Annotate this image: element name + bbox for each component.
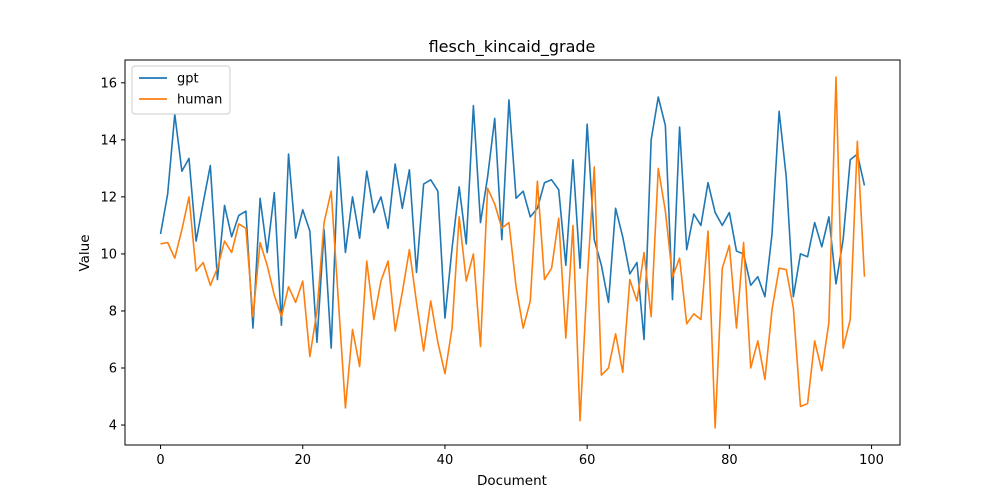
x-tick-label: 40 <box>437 453 454 468</box>
series-line-human <box>160 76 866 429</box>
x-tick-label: 60 <box>579 453 596 468</box>
y-tick-label: 16 <box>100 76 117 91</box>
chart-title: flesch_kincaid_grade <box>429 37 596 57</box>
plot-frame <box>124 59 901 446</box>
x-axis: 0 20 40 60 80 100 <box>156 445 884 468</box>
y-axis: 4 6 8 10 12 14 16 <box>100 76 125 434</box>
y-tick-label: 8 <box>109 304 117 319</box>
y-tick-label: 4 <box>109 419 117 434</box>
y-tick-label: 10 <box>100 247 117 262</box>
y-tick-label: 14 <box>100 133 117 148</box>
x-axis-label: Document <box>477 473 547 489</box>
y-tick-label: 6 <box>109 362 117 377</box>
x-tick-label: 80 <box>721 453 738 468</box>
series-line-gpt <box>159 96 866 349</box>
series-lines <box>159 76 866 429</box>
x-tick-label: 0 <box>156 453 164 468</box>
y-axis-label: Value <box>77 234 93 271</box>
legend-label-human: human <box>177 93 222 108</box>
x-tick-label: 20 <box>294 453 311 468</box>
legend-label-gpt: gpt <box>177 72 199 87</box>
x-tick-label: 100 <box>859 453 884 468</box>
legend: gpt human <box>131 65 231 115</box>
y-tick-label: 12 <box>100 190 117 205</box>
plot-area <box>124 59 901 446</box>
